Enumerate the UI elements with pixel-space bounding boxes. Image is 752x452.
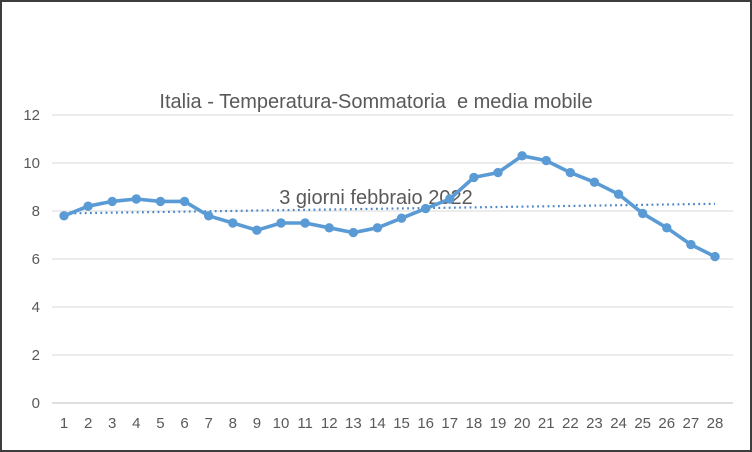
x-tick-label: 24 <box>610 415 627 432</box>
x-tick-label: 9 <box>253 415 261 432</box>
x-tick-label: 22 <box>562 415 579 432</box>
data-point-marker <box>324 223 334 233</box>
y-tick-label: 8 <box>32 203 40 220</box>
y-tick-label: 0 <box>32 395 40 412</box>
x-tick-label: 17 <box>441 415 458 432</box>
data-point-marker <box>541 155 551 166</box>
x-tick-label: 8 <box>229 415 237 432</box>
x-tick-label: 15 <box>393 415 410 432</box>
data-point-marker <box>396 213 407 223</box>
data-point-marker <box>637 208 648 219</box>
data-point-marker <box>155 196 166 207</box>
series-line-temperatura <box>62 154 717 259</box>
x-tick-label: 4 <box>132 415 140 432</box>
data-point-marker <box>276 218 286 228</box>
x-tick-label: 23 <box>586 415 603 432</box>
data-point-marker <box>107 196 117 207</box>
x-tick-label: 27 <box>683 415 700 432</box>
x-tick-label: 16 <box>417 415 434 432</box>
data-point-marker <box>300 218 310 228</box>
x-tick-label: 28 <box>707 415 724 432</box>
data-point-marker <box>203 211 214 221</box>
data-point-marker <box>252 225 262 235</box>
x-tick-label: 11 <box>297 415 313 432</box>
x-tick-label: 7 <box>204 415 212 432</box>
data-point-marker <box>445 194 455 204</box>
data-point-marker <box>348 227 359 238</box>
data-point-marker <box>517 151 527 161</box>
data-point-marker <box>589 177 600 187</box>
y-tick-label: 4 <box>32 299 40 316</box>
data-point-marker <box>613 189 624 199</box>
x-tick-label: 25 <box>634 415 651 432</box>
y-tick-label: 2 <box>32 347 40 364</box>
x-tick-label: 21 <box>538 415 555 432</box>
x-tick-label: 5 <box>156 415 164 432</box>
data-point-marker <box>686 239 696 250</box>
data-point-marker <box>228 218 238 228</box>
y-tick-label: 10 <box>23 155 40 172</box>
data-point-marker <box>710 251 720 262</box>
data-point-marker <box>662 223 672 233</box>
data-point-marker <box>179 196 190 207</box>
x-tick-label: 1 <box>60 415 68 432</box>
y-tick-label: 12 <box>23 107 40 124</box>
x-tick-label: 14 <box>369 415 386 432</box>
x-tick-label: 6 <box>180 415 188 432</box>
data-point-marker <box>420 203 431 214</box>
x-tick-label: 26 <box>658 415 675 432</box>
data-point-marker <box>565 167 576 178</box>
data-point-marker <box>469 172 479 183</box>
data-point-marker <box>131 194 142 204</box>
x-tick-label: 12 <box>321 415 338 432</box>
x-tick-label: 18 <box>466 415 483 432</box>
x-tick-label: 13 <box>345 415 362 432</box>
x-tick-label: 10 <box>273 415 290 432</box>
trendline-media-mobile <box>63 202 716 215</box>
data-point-marker <box>372 223 383 233</box>
y-tick-label: 6 <box>32 251 40 268</box>
x-tick-label: 3 <box>108 415 116 432</box>
x-tick-label: 20 <box>514 415 531 432</box>
x-tick-label: 19 <box>490 415 507 432</box>
chart-title-line1: Italia - Temperatura-Sommatoria e media … <box>159 91 593 113</box>
data-point-marker <box>493 167 503 178</box>
data-point-marker <box>83 201 93 211</box>
x-tick-label: 2 <box>84 415 92 432</box>
data-point-marker <box>59 211 69 221</box>
